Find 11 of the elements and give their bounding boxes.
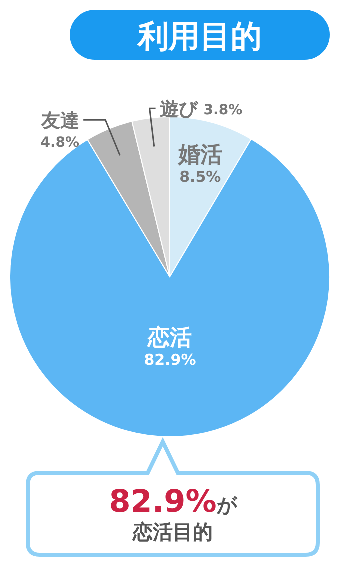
data-label: 82.9% (144, 351, 196, 369)
data-label: 4.8% (40, 135, 80, 152)
slice-label: 遊び (160, 98, 199, 121)
data-label: 3.8% (204, 102, 243, 119)
chart-title: 利用目的 (136, 19, 262, 55)
data-label: 8.5% (180, 168, 222, 186)
slice-label: 婚活 (177, 142, 222, 168)
text: 恋活目的 (132, 520, 213, 544)
slice-label: 友達 (40, 110, 80, 132)
slice-label: 恋活 (147, 325, 192, 351)
text: 82.9%が (109, 484, 238, 520)
